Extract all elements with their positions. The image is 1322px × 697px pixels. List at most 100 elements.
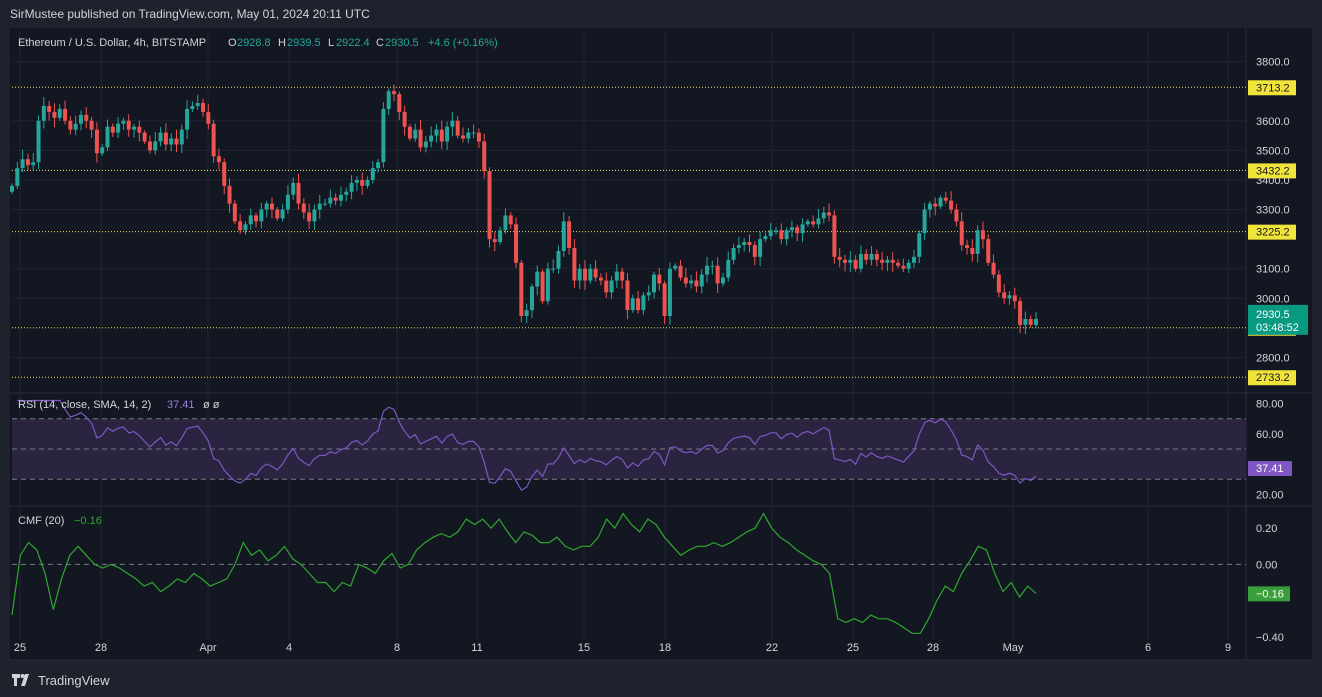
- cmf-last-label: −0.16: [1256, 588, 1284, 600]
- candle-body: [163, 132, 168, 145]
- candle-body: [36, 120, 41, 163]
- level-label: 3225.2: [1256, 227, 1290, 239]
- candle-body: [185, 108, 190, 130]
- candle-body: [370, 168, 375, 180]
- candle-body: [264, 203, 269, 210]
- candle-body: [222, 162, 227, 186]
- price-tick-label: 2800.0: [1256, 352, 1290, 364]
- candle-body: [1034, 318, 1038, 325]
- candle-body: [657, 274, 662, 284]
- candle-body: [52, 111, 57, 118]
- candle-body: [927, 203, 932, 210]
- candle-body: [344, 191, 349, 195]
- candle-body: [41, 105, 46, 121]
- legend-o-value: 2928.8: [237, 37, 271, 49]
- candle-body: [784, 230, 789, 240]
- candle-body: [954, 209, 959, 222]
- candle-body: [747, 242, 752, 246]
- candlestick-series[interactable]: [10, 84, 1038, 335]
- candle-body: [195, 103, 200, 106]
- cmf-legend-label: CMF (20): [18, 515, 64, 527]
- time-tick-label: 25: [847, 642, 859, 654]
- legend-c-value: 2930.5: [385, 37, 419, 49]
- candle-body: [588, 268, 593, 281]
- candle-body: [25, 159, 30, 166]
- time-tick-label: 18: [659, 642, 671, 654]
- candle-body: [132, 126, 137, 130]
- last-price-bg: [1248, 304, 1308, 335]
- candle-body: [190, 105, 195, 109]
- candle-body: [1002, 292, 1007, 299]
- candle-body: [254, 215, 259, 222]
- candle-body: [439, 129, 444, 142]
- price-tick-label: 3500.0: [1256, 145, 1290, 157]
- candle-body: [307, 212, 312, 222]
- price-axis[interactable]: 3800.03600.03500.03400.03300.03100.03000…: [1248, 57, 1308, 644]
- candle-body: [529, 286, 534, 311]
- candle-body: [949, 200, 954, 210]
- candle-body: [646, 292, 651, 296]
- candle-body: [567, 221, 572, 248]
- candle-body: [651, 274, 656, 293]
- candle-body: [291, 182, 296, 195]
- candle-body: [705, 265, 710, 275]
- time-axis[interactable]: 25 28 Apr 4 8 11 15 18 22 25 28 May 6 9: [14, 642, 1231, 654]
- candle-body: [625, 280, 630, 311]
- candle-body: [137, 126, 142, 133]
- rsi-last-bg: [1248, 461, 1292, 477]
- time-tick-label: 6: [1145, 642, 1151, 654]
- candle-body: [726, 259, 731, 278]
- candle-body: [890, 259, 895, 263]
- candle-body: [667, 268, 672, 317]
- tradingview-footer[interactable]: TradingView: [12, 670, 110, 690]
- candle-body: [545, 268, 550, 302]
- candle-body: [349, 182, 354, 192]
- candle-body: [699, 274, 704, 287]
- candle-body: [524, 310, 529, 317]
- legend-l-value: 2922.4: [336, 37, 370, 49]
- candle-body: [328, 197, 333, 204]
- candle-body: [84, 114, 89, 121]
- candle-body: [68, 120, 73, 130]
- candle-body: [683, 277, 688, 284]
- candle-body: [126, 120, 131, 130]
- candle-body: [827, 212, 832, 216]
- candle-body: [1007, 295, 1012, 299]
- level-label: 3713.2: [1256, 82, 1290, 94]
- candle-body: [614, 271, 619, 281]
- candle-body: [301, 203, 306, 213]
- candle-body: [259, 209, 264, 222]
- price-axis-bg: [1246, 28, 1312, 660]
- candle-body: [147, 141, 152, 151]
- candle-body: [620, 271, 625, 281]
- candle-body: [911, 256, 916, 263]
- tradingview-logo-icon: [12, 674, 29, 686]
- candle-body: [763, 236, 768, 240]
- candle-body: [174, 138, 179, 145]
- level-label-bg: [1248, 163, 1296, 179]
- candle-body: [731, 247, 736, 260]
- tradingview-brand: TradingView: [38, 672, 110, 688]
- candle-body: [880, 259, 885, 263]
- candle-body: [78, 114, 83, 124]
- cmf-pane[interactable]: [11, 512, 1246, 634]
- rsi-legend-extra: ø ø: [203, 399, 220, 411]
- candle-body: [169, 138, 174, 145]
- time-tick-label: 28: [95, 642, 107, 654]
- candle-body: [630, 298, 635, 311]
- rsi-pane[interactable]: [12, 399, 1246, 491]
- candle-body: [636, 298, 641, 311]
- rsi-tick-label: 60.00: [1256, 429, 1284, 441]
- candle-body: [673, 265, 678, 269]
- candle-body: [498, 230, 503, 243]
- price-tick-label: 3300.0: [1256, 205, 1290, 217]
- legend-c-label: C: [376, 37, 384, 49]
- candle-body: [583, 268, 588, 281]
- time-tick-label: 28: [927, 642, 939, 654]
- candle-body: [774, 230, 779, 232]
- rsi-legend-label: RSI (14, close, SMA, 14, 2): [18, 399, 151, 411]
- candle-body: [508, 215, 513, 225]
- time-tick-label: 11: [471, 642, 482, 654]
- candle-body: [965, 245, 970, 248]
